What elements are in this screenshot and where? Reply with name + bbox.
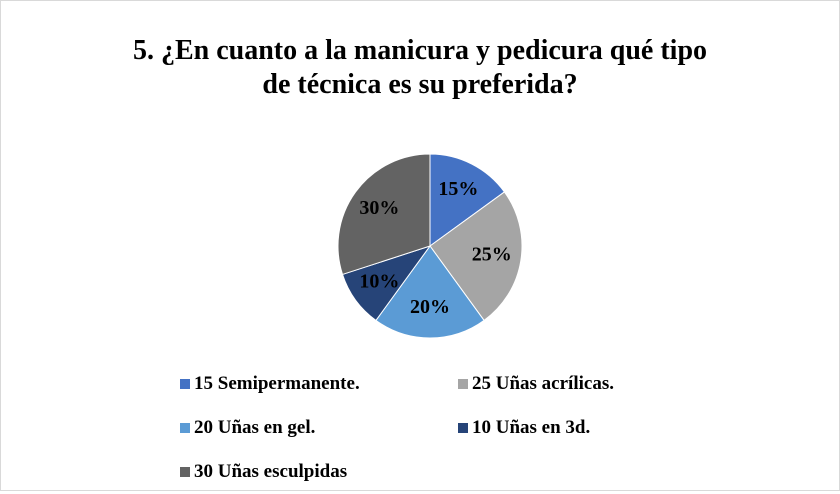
legend-label: 30 Uñas esculpidas: [194, 461, 348, 482]
pie-slice: [337, 153, 431, 276]
legend-item: 15 Semipermanente.: [180, 362, 458, 406]
legend-swatch: [458, 423, 468, 433]
legend-swatch: [180, 423, 190, 433]
data-label: 10%: [359, 270, 399, 292]
pie-slice: [429, 191, 523, 322]
pie-slice: [429, 153, 506, 247]
legend-label: 10 Uñas en 3d.: [472, 417, 591, 438]
legend-item: 20 Uñas en gel.: [180, 406, 458, 450]
legend-swatch: [180, 467, 190, 477]
legend-swatch: [458, 379, 468, 389]
data-label: 20%: [410, 296, 450, 318]
legend-label: 20 Uñas en gel.: [194, 417, 316, 438]
data-label: 25%: [472, 243, 512, 265]
legend-item: 10 Uñas en 3d.: [458, 406, 736, 450]
legend-label: 25 Uñas acrílicas.: [472, 373, 614, 394]
legend-item: 25 Uñas acrílicas.: [458, 362, 736, 406]
legend: 15 Semipermanente. 25 Uñas acrílicas. 20 U…: [180, 362, 740, 494]
data-label: 15%: [438, 178, 478, 200]
legend-item: 30 Uñas esculpidas: [180, 450, 458, 494]
pie-slice: [375, 245, 485, 339]
legend-swatch: [180, 379, 190, 389]
data-label: 30%: [359, 197, 399, 219]
legend-label: 15 Semipermanente.: [194, 373, 360, 394]
chart-title: 5. ¿En cuanto a la manicura y pedicura q…: [132, 35, 708, 100]
